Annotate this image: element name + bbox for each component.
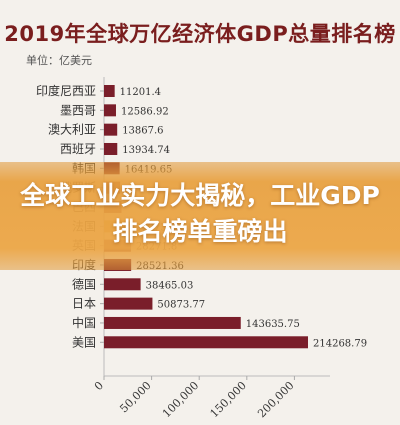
bar <box>104 316 241 329</box>
x-tick-label: 100,000 <box>160 379 201 420</box>
x-tick-label: 200,000 <box>255 379 296 420</box>
data-label: 12586.92 <box>121 106 169 117</box>
unit-label: 单位：亿美元 <box>26 54 92 67</box>
category-label: 美国 <box>72 335 96 349</box>
data-label: 38465.03 <box>146 280 194 291</box>
data-label: 50873.77 <box>157 300 205 311</box>
category-label: 德国 <box>72 276 96 291</box>
headline-banner <box>0 162 400 270</box>
bar <box>104 85 115 97</box>
x-tick-label: 0 <box>92 379 106 393</box>
x-tick-label: 50,000 <box>117 379 153 415</box>
bar <box>104 336 308 349</box>
category-label: 中国 <box>72 315 96 330</box>
data-label: 143635.75 <box>246 319 300 330</box>
category-label: 日本 <box>72 297 96 311</box>
bar <box>104 142 118 155</box>
x-tick-label: 150,000 <box>208 379 249 420</box>
category-label: 印度尼西亚 <box>36 83 96 98</box>
data-label: 13934.74 <box>122 145 170 156</box>
data-label: 11201.4 <box>120 87 161 98</box>
data-label: 214268.79 <box>313 338 367 349</box>
bar <box>104 123 118 136</box>
headline-text: 全球工业实力大揭秘，工业GDP排名榜单重磅出 <box>20 181 380 246</box>
bar <box>104 104 116 117</box>
data-label: 13867.6 <box>122 126 163 137</box>
chart-title: 2019年全球万亿经济体GDP总量排名榜 <box>4 22 396 46</box>
bar <box>104 297 153 310</box>
category-label: 西班牙 <box>60 142 96 156</box>
bar <box>104 278 141 291</box>
category-label: 墨西哥 <box>60 103 96 117</box>
category-label: 澳大利亚 <box>48 123 96 137</box>
